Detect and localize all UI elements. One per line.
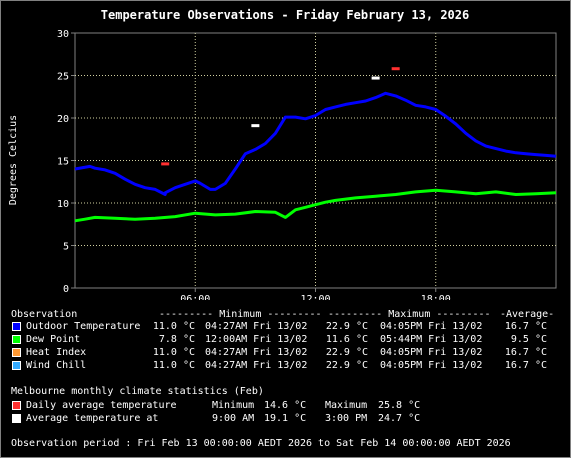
climate-col1-label: 9:00 AM [212, 413, 255, 424]
legend-average: 9.5 °C [510, 334, 547, 345]
climate-col2-value: 24.7 °C [378, 413, 421, 424]
dew-point-line [74, 188, 557, 223]
legend-min-value: 11.0 °C [152, 321, 195, 332]
y-tick-label: 0 [63, 284, 69, 295]
legend-max-value: 22.9 °C [325, 347, 368, 358]
y-axis-label: Degrees Celcius [8, 115, 19, 205]
y-tick-label: 15 [57, 157, 69, 168]
climate-col2-label: Maximum [325, 400, 368, 411]
climate-swatch-daily-average [12, 401, 21, 410]
legend-max-value: 11.6 °C [325, 334, 368, 345]
legend-swatch-heat-index [12, 348, 21, 357]
temperature-chart: Temperature Observations - Friday Februa… [8, 8, 557, 300]
chart-title: Temperature Observations - Friday Februa… [101, 8, 469, 22]
series-layer [74, 91, 557, 223]
legend-min-time: 12:00AM Fri 13/02 [205, 334, 308, 345]
climate-swatch-average-at [12, 414, 21, 423]
legend-min-time: 04:27AM Fri 13/02 [205, 321, 308, 332]
legend-min-time: 04:27AM Fri 13/02 [205, 360, 308, 371]
daily-average-temperature-marker [391, 67, 400, 71]
outdoor-temperature-line [74, 91, 557, 196]
legend-max-time: 04:05PM Fri 13/02 [380, 347, 483, 358]
x-tick-label: 06:00 [180, 294, 210, 300]
legend-max-value: 22.9 °C [325, 360, 368, 371]
observation-period: Observation period : Fri Feb 13 00:00:00… [11, 438, 511, 449]
axes: 0 5 10 15 20 25 30 06:00 12:00 18:00 [57, 29, 451, 300]
y-tick-label: 20 [57, 114, 69, 125]
y-tick-label: 25 [57, 72, 69, 83]
climate-col1-label: Minimum [212, 400, 255, 411]
legend-average: 16.7 °C [504, 360, 547, 371]
legend-max-time: 05:44PM Fri 13/02 [380, 334, 483, 345]
legend-header-average: -Average- [500, 309, 555, 320]
average-temperature-at-marker [371, 76, 380, 80]
legend-max-value: 22.9 °C [325, 321, 368, 332]
legend-swatch-dew-point [12, 335, 21, 344]
legend-average: 16.7 °C [504, 321, 547, 332]
legend-header-observation: Observation [11, 309, 78, 320]
climate-col1-value: 19.1 °C [264, 413, 307, 424]
legend-name: Heat Index [26, 347, 87, 358]
y-tick-label: 10 [57, 199, 69, 210]
legend-swatch-wind-chill [12, 361, 21, 370]
climate-col2-value: 25.8 °C [378, 400, 421, 411]
legend-min-value: 11.0 °C [152, 347, 195, 358]
average-temperature-at-marker [251, 124, 260, 128]
y-tick-label: 30 [57, 29, 69, 40]
legend-min-value: 7.8 °C [158, 334, 195, 345]
legend-name: Wind Chill [26, 360, 87, 371]
climate-col1-value: 14.6 °C [264, 400, 307, 411]
grid [75, 33, 556, 288]
climate-title: Melbourne monthly climate statistics (Fe… [11, 386, 264, 397]
legend-header-maximum: --------- Maximum --------- [328, 309, 491, 320]
legend-max-time: 04:05PM Fri 13/02 [380, 360, 483, 371]
marker-layer [161, 67, 400, 166]
legend-header-minimum: --------- Minimum --------- [159, 309, 322, 320]
climate-col2-label: 3:00 PM [325, 413, 368, 424]
legend-swatch-outdoor-temperature [12, 322, 21, 331]
daily-average-temperature-marker [161, 162, 170, 166]
x-tick-label: 18:00 [421, 294, 451, 300]
legend-min-value: 11.0 °C [152, 360, 195, 371]
legend-average: 16.7 °C [504, 347, 547, 358]
legend-name: Outdoor Temperature [26, 321, 141, 332]
y-tick-label: 5 [63, 242, 69, 253]
x-tick-label: 12:00 [300, 294, 330, 300]
legend-min-time: 04:27AM Fri 13/02 [205, 347, 308, 358]
legend-name: Dew Point [26, 334, 81, 345]
legend-max-time: 04:05PM Fri 13/02 [380, 321, 483, 332]
climate-name: Daily average temperature [26, 400, 177, 411]
climate-name: Average temperature at [26, 413, 159, 424]
